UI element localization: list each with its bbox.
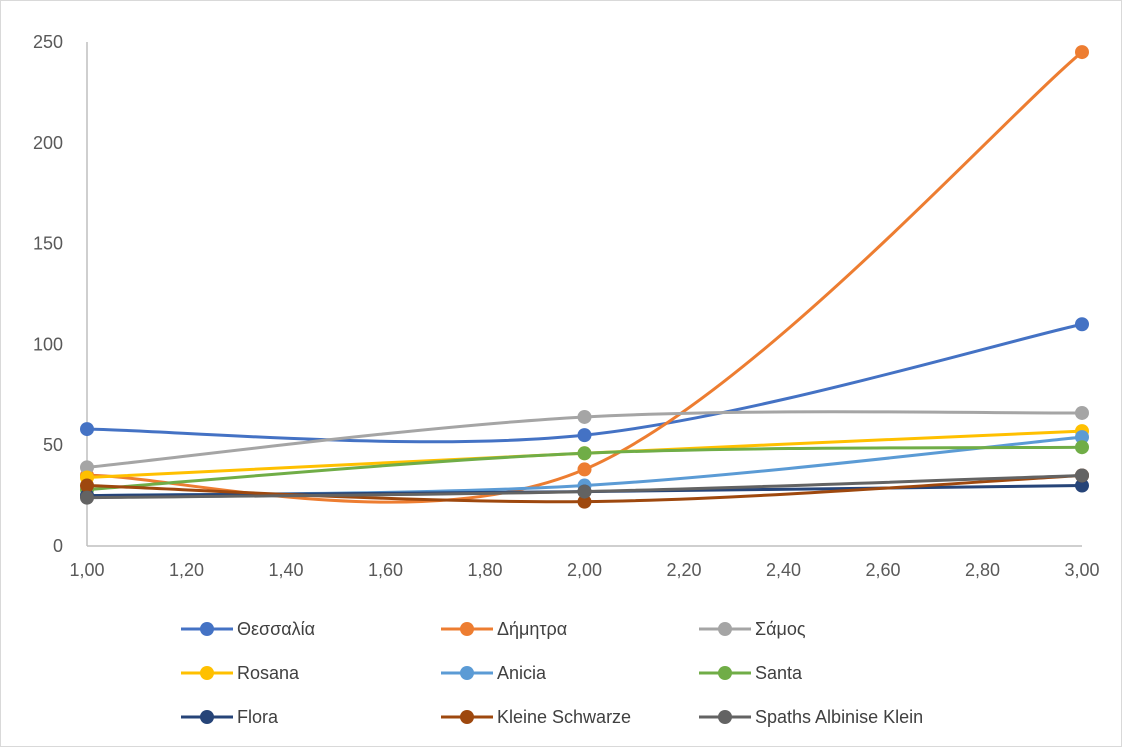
- y-tick-label: 150: [33, 234, 63, 254]
- data-point: [80, 478, 94, 493]
- x-tick-label: 2,60: [865, 560, 900, 580]
- data-point: [80, 422, 94, 437]
- legend-label: Σάμος: [755, 619, 806, 639]
- data-point: [1075, 317, 1089, 332]
- x-tick-label: 1,00: [69, 560, 104, 580]
- legend-item: Δήμητρα: [441, 619, 567, 639]
- y-axis-ticks: 0 50 100 150 200 250: [33, 32, 63, 556]
- legend-swatch-marker: [718, 666, 732, 680]
- legend-label: Flora: [237, 707, 279, 727]
- legend-item: Spaths Albinise Klein: [699, 707, 923, 727]
- y-tick-label: 250: [33, 32, 63, 52]
- legend-swatch-marker: [200, 710, 214, 724]
- legend-label: Rosana: [237, 663, 300, 683]
- data-point: [1075, 478, 1089, 493]
- x-tick-label: 3,00: [1064, 560, 1099, 580]
- series-line: [85, 322, 1084, 444]
- legend-label: Kleine Schwarze: [497, 707, 631, 727]
- legend-swatch-marker: [460, 666, 474, 680]
- x-tick-label: 1,20: [169, 560, 204, 580]
- data-point: [577, 484, 592, 499]
- data-point: [1075, 468, 1089, 483]
- legend-item: Θεσσαλία: [181, 619, 315, 639]
- y-tick-label: 200: [33, 133, 63, 153]
- data-point: [577, 462, 592, 477]
- x-tick-label: 1,80: [467, 560, 502, 580]
- series-line: [85, 50, 1084, 504]
- legend-swatch-marker: [460, 622, 474, 636]
- y-tick-label: 0: [53, 536, 63, 556]
- legend-label: Θεσσαλία: [237, 619, 315, 639]
- x-tick-label: 1,40: [268, 560, 303, 580]
- legend-item: Flora: [181, 707, 279, 727]
- legend: Θεσσαλία Δήμητρα Σάμος Rosana Anicia Santa Flo…: [181, 619, 923, 727]
- legend-label: Anicia: [497, 663, 547, 683]
- x-tick-label: 2,40: [766, 560, 801, 580]
- x-tick-label: 2,20: [666, 560, 701, 580]
- data-point: [1075, 405, 1089, 420]
- series-group: [80, 405, 1089, 475]
- data-point: [577, 428, 592, 443]
- y-tick-label: 100: [33, 334, 63, 354]
- data-point: [577, 446, 592, 461]
- legend-label: Spaths Albinise Klein: [755, 707, 923, 727]
- data-point: [80, 490, 94, 505]
- legend-item: Santa: [699, 663, 803, 683]
- data-point: [577, 494, 592, 509]
- legend-label: Δήμητρα: [497, 619, 567, 639]
- legend-item: Kleine Schwarze: [441, 707, 631, 727]
- legend-swatch-marker: [718, 710, 732, 724]
- x-tick-label: 2,80: [965, 560, 1000, 580]
- legend-item: Anicia: [441, 663, 547, 683]
- data-point: [1075, 440, 1089, 455]
- legend-item: Σάμος: [699, 619, 806, 639]
- x-tick-label: 2,00: [567, 560, 602, 580]
- legend-swatch-marker: [460, 710, 474, 724]
- series-group: [80, 317, 1089, 444]
- legend-label: Santa: [755, 663, 803, 683]
- series-lines: [80, 45, 1089, 509]
- legend-swatch-marker: [200, 622, 214, 636]
- legend-swatch-marker: [200, 666, 214, 680]
- data-point: [1075, 430, 1089, 445]
- series-group: [80, 468, 1089, 505]
- data-point: [1075, 45, 1089, 60]
- data-point: [80, 460, 94, 475]
- x-axis-ticks: 1,00 1,20 1,40 1,60 1,80 2,00 2,20 2,40 2,60 2,80…: [69, 560, 1099, 580]
- legend-swatch-marker: [718, 622, 732, 636]
- data-point: [577, 409, 592, 424]
- legend-item: Rosana: [181, 663, 300, 683]
- y-tick-label: 50: [43, 435, 63, 455]
- x-tick-label: 1,60: [368, 560, 403, 580]
